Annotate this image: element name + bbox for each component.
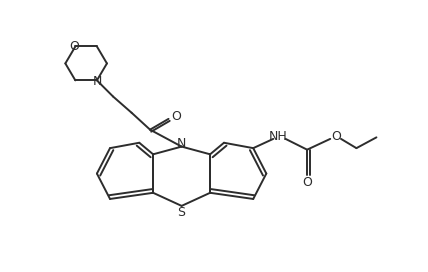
Text: O: O	[171, 110, 181, 123]
Text: N: N	[177, 137, 186, 150]
Text: O: O	[69, 40, 79, 53]
Text: S: S	[178, 206, 186, 219]
Text: O: O	[331, 130, 341, 143]
Text: O: O	[302, 175, 312, 188]
Text: N: N	[93, 75, 102, 88]
Text: NH: NH	[268, 130, 287, 143]
